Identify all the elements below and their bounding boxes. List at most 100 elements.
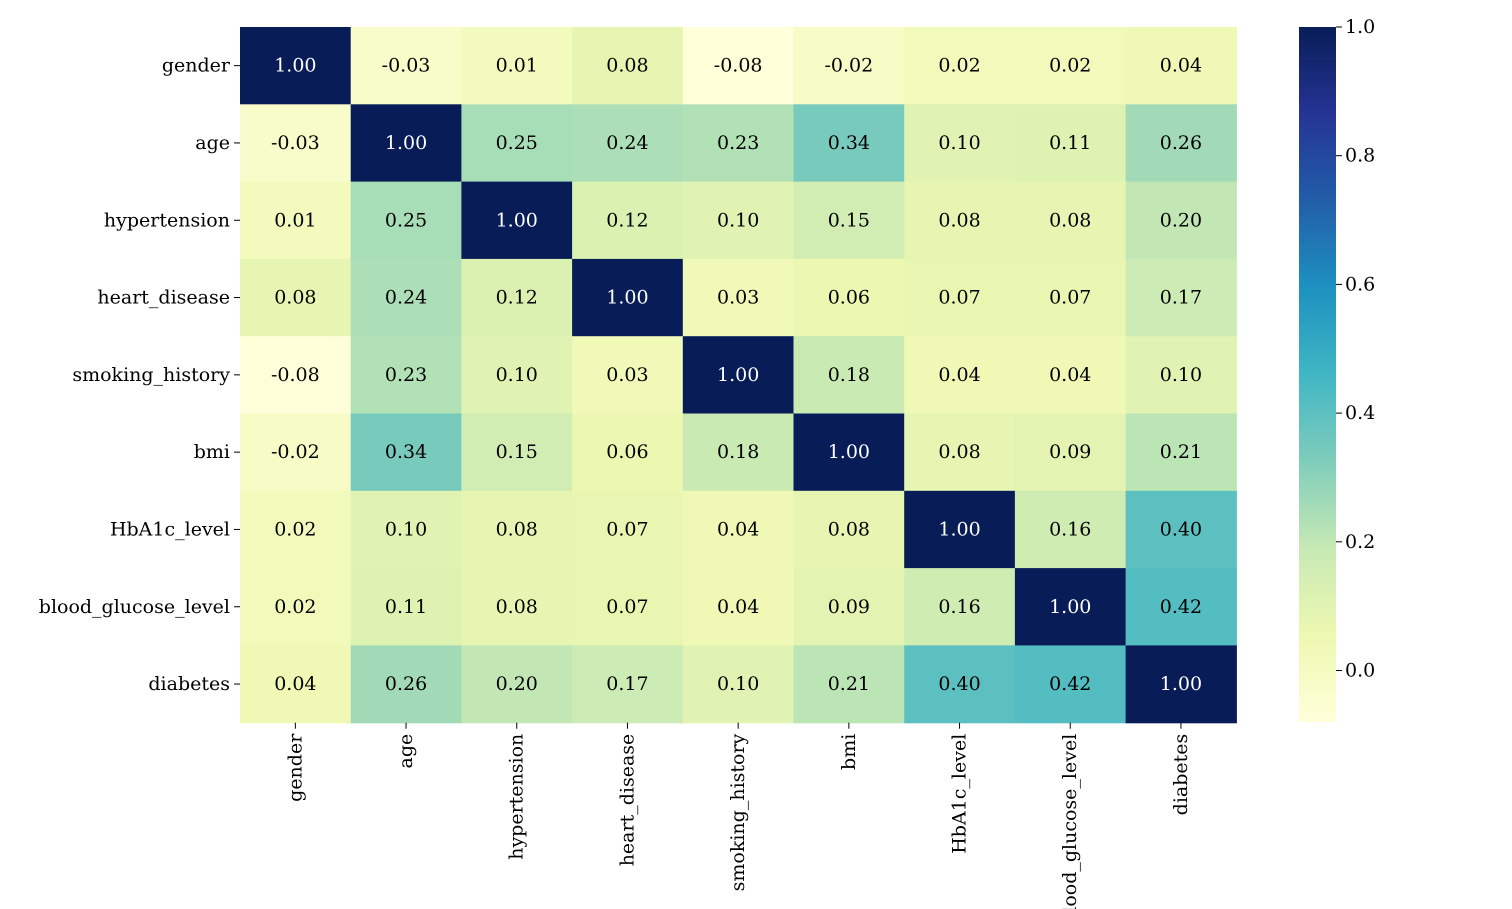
heatmap-cell-gender-smoking_history: [682, 27, 795, 105]
heatmap-cell-age-age: [350, 104, 462, 183]
heatmap-cell-hypertension-hypertension: [461, 181, 573, 260]
heatmap-cell-age-bmi: [793, 104, 905, 183]
cell-value-label: 0.16: [1049, 518, 1091, 540]
cell-value-label: 0.34: [828, 132, 870, 154]
heatmap-cell-blood_glucose_level-blood_glucose_level: [1014, 568, 1127, 646]
cell-value-label: 0.01: [496, 55, 538, 77]
heatmap-cell-diabetes-gender: [240, 645, 352, 724]
cell-value-label: 0.04: [717, 518, 759, 540]
cell-value-label: 0.04: [1049, 364, 1091, 386]
x-tick-label-heart_disease: heart_disease: [616, 734, 638, 867]
heatmap-cell-hypertension-blood_glucose_level: [1014, 181, 1127, 260]
heatmap-cell-smoking_history-heart_disease: [572, 336, 684, 415]
cell-value-label: 0.21: [828, 673, 870, 695]
heatmap-cell-hypertension-bmi: [793, 181, 905, 260]
cell-value-label: 0.02: [1049, 55, 1091, 77]
cell-value-label: 0.02: [274, 596, 316, 618]
x-tick-label-age: age: [395, 734, 417, 769]
cell-value-label: 0.04: [717, 596, 759, 618]
colorbar-tick-label: 0.2: [1345, 531, 1375, 553]
cell-value-label: 0.07: [938, 287, 980, 309]
heatmap-cell-heart_disease-age: [350, 258, 462, 337]
cell-value-label: 0.08: [1049, 209, 1091, 231]
y-tick-label-smoking_history: smoking_history: [72, 364, 230, 386]
cell-value-label: 0.08: [828, 518, 870, 540]
heatmap-cell-age-gender: [240, 104, 352, 183]
heatmap-cell-bmi-diabetes: [1125, 413, 1237, 492]
cell-value-label: 0.10: [1160, 364, 1202, 386]
cell-value-label: 1.00: [1160, 673, 1202, 695]
heatmap-cell-blood_glucose_level-bmi: [793, 568, 905, 646]
cell-value-label: -0.02: [271, 441, 320, 463]
cell-value-label: 0.20: [496, 673, 538, 695]
heatmap-cell-blood_glucose_level-smoking_history: [682, 568, 795, 646]
cell-value-label: 0.04: [938, 364, 980, 386]
heatmap-cell-bmi-heart_disease: [572, 413, 684, 492]
cell-value-label: 0.09: [828, 596, 870, 618]
colorbar-tick-label: 0.8: [1345, 145, 1375, 167]
x-tick-label-HbA1c_level: HbA1c_level: [949, 734, 971, 854]
x-tick-label-blood_glucose_level: blood_glucose_level: [1059, 734, 1081, 909]
cell-value-label: 0.03: [717, 287, 759, 309]
heatmap-cell-HbA1c_level-bmi: [793, 490, 905, 569]
colorbar: [1299, 27, 1336, 722]
heatmap-cell-heart_disease-blood_glucose_level: [1014, 258, 1127, 337]
heatmap-cell-smoking_history-HbA1c_level: [904, 336, 1016, 415]
heatmap-cell-heart_disease-smoking_history: [682, 258, 795, 337]
heatmap-cell-blood_glucose_level-gender: [240, 568, 352, 646]
y-axis-labels: gender age hypertension heart_diseasesmokin…: [39, 55, 240, 695]
heatmap-cell-diabetes-HbA1c_level: [904, 645, 1016, 724]
cell-value-label: -0.03: [382, 55, 431, 77]
heatmap-cell-hypertension-gender: [240, 181, 352, 260]
y-tick-label-bmi: bmi: [194, 441, 230, 463]
x-tick-label-diabetes: diabetes: [1170, 734, 1192, 816]
cell-value-label: 0.04: [1160, 55, 1202, 77]
cell-value-label: 0.34: [385, 441, 427, 463]
x-axis-labels: gender age hypertension heart_disease smokin…: [284, 722, 1192, 909]
heatmap-cell-bmi-HbA1c_level: [904, 413, 1016, 492]
cell-value-label: -0.08: [714, 55, 763, 77]
heatmap-cell-bmi-blood_glucose_level: [1014, 413, 1127, 492]
heatmap-cell-heart_disease-diabetes: [1125, 258, 1237, 337]
colorbar-ticks: 0.0 0.2 0.4 0.6 0.8 1.0: [1336, 16, 1375, 682]
heatmap-cell-gender-heart_disease: [572, 27, 684, 105]
cell-value-label: 0.07: [606, 596, 648, 618]
cell-value-label: 0.18: [828, 364, 870, 386]
cell-value-label: 0.17: [606, 673, 648, 695]
cell-value-label: 0.11: [385, 596, 427, 618]
cell-value-label: 0.12: [606, 209, 648, 231]
cell-value-label: 0.10: [717, 209, 759, 231]
cell-value-label: 0.11: [1049, 132, 1091, 154]
cell-value-label: 1.00: [496, 209, 538, 231]
cell-value-label: 0.08: [496, 518, 538, 540]
heatmap-cell-HbA1c_level-heart_disease: [572, 490, 684, 569]
heatmap-cell-gender-HbA1c_level: [904, 27, 1016, 105]
cell-value-label: -0.02: [824, 55, 873, 77]
cell-value-label: 0.08: [496, 596, 538, 618]
heatmap-cell-diabetes-smoking_history: [682, 645, 795, 724]
cell-value-label: 0.18: [717, 441, 759, 463]
heatmap-cell-diabetes-diabetes: [1125, 645, 1237, 724]
heatmap-cell-HbA1c_level-HbA1c_level: [904, 490, 1016, 569]
heatmap-cell-hypertension-smoking_history: [682, 181, 795, 260]
heatmap-cell-heart_disease-heart_disease: [572, 258, 684, 337]
x-tick-label-smoking_history: smoking_history: [727, 733, 749, 891]
cell-value-label: 0.12: [496, 287, 538, 309]
heatmap-cell-gender-gender: [240, 27, 352, 105]
heatmap-cell-smoking_history-bmi: [793, 336, 905, 415]
cell-value-label: 0.10: [717, 673, 759, 695]
cell-value-label: 0.08: [274, 287, 316, 309]
heatmap-cell-heart_disease-gender: [240, 258, 352, 337]
cell-value-label: 0.42: [1160, 596, 1202, 618]
heatmap-cell-gender-bmi: [793, 27, 905, 105]
cell-value-label: 0.21: [1160, 441, 1202, 463]
cell-value-label: -0.08: [271, 364, 320, 386]
cell-value-label: 0.06: [606, 441, 648, 463]
cell-value-label: 0.26: [1160, 132, 1202, 154]
heatmap-cell-smoking_history-age: [350, 336, 462, 415]
heatmap-cell-blood_glucose_level-hypertension: [461, 568, 573, 646]
heatmap-cell-hypertension-age: [350, 181, 462, 260]
cell-value-label: 0.09: [1049, 441, 1091, 463]
heatmap-cell-smoking_history-hypertension: [461, 336, 573, 415]
